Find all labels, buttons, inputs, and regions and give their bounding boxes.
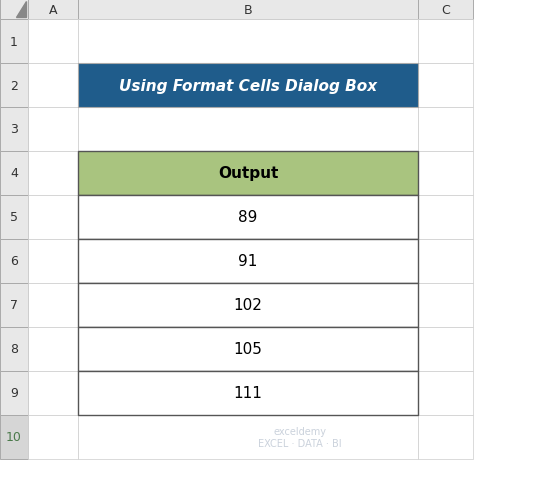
- Bar: [418, 20, 473, 64]
- Bar: [0, 108, 28, 152]
- Bar: [78, 240, 418, 283]
- Bar: [78, 283, 418, 327]
- Bar: [28, 20, 78, 64]
- Bar: [0, 283, 28, 327]
- Bar: [418, 64, 473, 108]
- Text: C: C: [441, 3, 450, 16]
- Bar: [78, 240, 418, 283]
- Bar: [78, 415, 418, 459]
- Bar: [78, 0, 418, 20]
- Bar: [78, 283, 418, 327]
- Bar: [78, 64, 418, 108]
- Text: Output: Output: [218, 166, 278, 181]
- Text: 9: 9: [10, 387, 18, 400]
- Bar: [78, 108, 418, 152]
- Bar: [28, 152, 78, 195]
- Bar: [418, 0, 473, 20]
- Bar: [418, 415, 473, 459]
- Text: 102: 102: [234, 298, 263, 313]
- Text: B: B: [244, 3, 253, 16]
- Bar: [78, 20, 418, 64]
- Bar: [0, 327, 28, 371]
- Text: 105: 105: [234, 342, 263, 357]
- Bar: [418, 327, 473, 371]
- Bar: [78, 195, 418, 240]
- Text: 91: 91: [239, 254, 258, 269]
- Bar: [78, 152, 418, 195]
- Bar: [0, 20, 28, 64]
- Bar: [418, 283, 473, 327]
- Bar: [78, 195, 418, 240]
- Bar: [0, 195, 28, 240]
- Text: A: A: [49, 3, 57, 16]
- Bar: [0, 415, 28, 459]
- Text: exceldemy
EXCEL · DATA · BI: exceldemy EXCEL · DATA · BI: [258, 426, 342, 448]
- Bar: [78, 327, 418, 371]
- Polygon shape: [16, 2, 26, 18]
- Text: 8: 8: [10, 343, 18, 356]
- Text: 89: 89: [239, 210, 258, 225]
- Text: 111: 111: [234, 386, 263, 401]
- Bar: [78, 152, 418, 195]
- Text: 6: 6: [10, 255, 18, 268]
- Bar: [78, 327, 418, 371]
- Text: 1: 1: [10, 36, 18, 48]
- Bar: [418, 152, 473, 195]
- Text: Using Format Cells Dialog Box: Using Format Cells Dialog Box: [119, 78, 377, 93]
- Bar: [28, 327, 78, 371]
- Bar: [28, 64, 78, 108]
- Text: 10: 10: [6, 431, 22, 444]
- Bar: [28, 371, 78, 415]
- Bar: [0, 152, 28, 195]
- Bar: [78, 64, 418, 108]
- Bar: [0, 240, 28, 283]
- Bar: [28, 195, 78, 240]
- Bar: [28, 415, 78, 459]
- Text: 2: 2: [10, 79, 18, 92]
- Bar: [0, 371, 28, 415]
- Bar: [418, 371, 473, 415]
- Bar: [418, 195, 473, 240]
- Bar: [78, 371, 418, 415]
- Bar: [418, 108, 473, 152]
- Text: 7: 7: [10, 299, 18, 312]
- Bar: [28, 108, 78, 152]
- Bar: [0, 64, 28, 108]
- Text: 3: 3: [10, 123, 18, 136]
- Bar: [78, 371, 418, 415]
- Bar: [28, 240, 78, 283]
- Text: 5: 5: [10, 211, 18, 224]
- Bar: [418, 240, 473, 283]
- Bar: [0, 0, 28, 20]
- Bar: [28, 283, 78, 327]
- Bar: [28, 0, 78, 20]
- Text: 4: 4: [10, 167, 18, 180]
